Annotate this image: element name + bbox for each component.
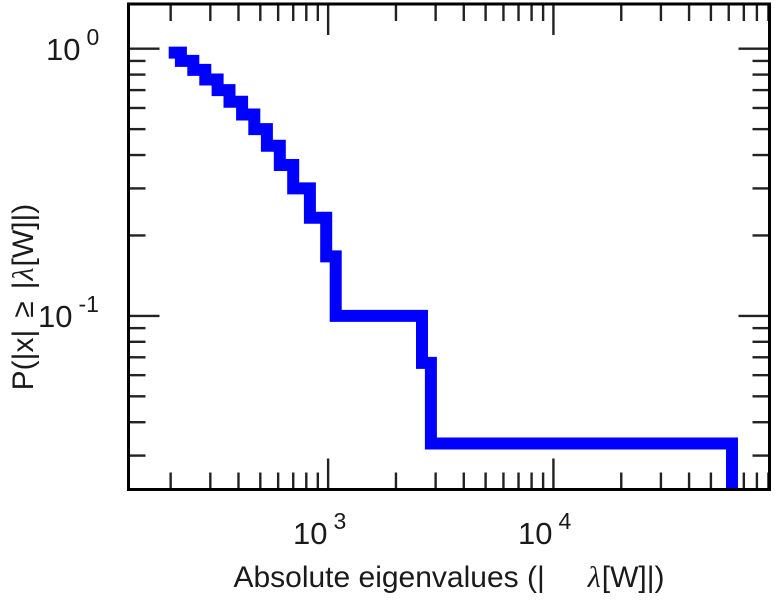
x-tick-1e4-base: 10 <box>518 516 553 551</box>
ccdf-step-line <box>168 46 738 489</box>
y-tick-label-1e0: 10 0 <box>46 26 99 68</box>
y-axis-title-bar: | <box>7 281 40 290</box>
lambda-symbol-y: λ <box>7 267 40 281</box>
x-axis-title: Absolute eigenvalues (| λ [W]|) <box>128 558 770 598</box>
y-axis-title-end: [W]|) <box>7 203 40 267</box>
x-tick-1e4-exponent: 4 <box>558 508 572 534</box>
x-tick-1e3-exponent: 3 <box>333 508 347 534</box>
lambda-symbol: λ <box>587 561 601 594</box>
x-tick-1e3-base: 10 <box>293 516 328 551</box>
geq-symbol: ≥ <box>7 301 40 318</box>
y-tick-1e-1-base: 10 <box>38 299 73 334</box>
y-tick-label-1e-1: 10 -1 <box>38 293 99 335</box>
x-tick-label-1e4: 10 4 <box>518 510 571 552</box>
y-axis-title: P(|x| ≥ | λ [W]|) <box>4 0 44 597</box>
y-axis-title-p: P(|x| <box>7 329 40 391</box>
x-tick-label-1e3: 10 3 <box>293 510 346 552</box>
y-tick-1e0-exponent: 0 <box>86 24 100 50</box>
axis-ticks <box>129 5 770 489</box>
x-axis-title-text: Absolute eigenvalues (| <box>233 561 545 594</box>
plot-border <box>127 2 771 491</box>
x-axis-title-text-end: [W]|) <box>601 561 665 594</box>
y-tick-1e-1-exponent: -1 <box>78 291 99 317</box>
y-tick-1e0-base: 10 <box>46 32 81 67</box>
